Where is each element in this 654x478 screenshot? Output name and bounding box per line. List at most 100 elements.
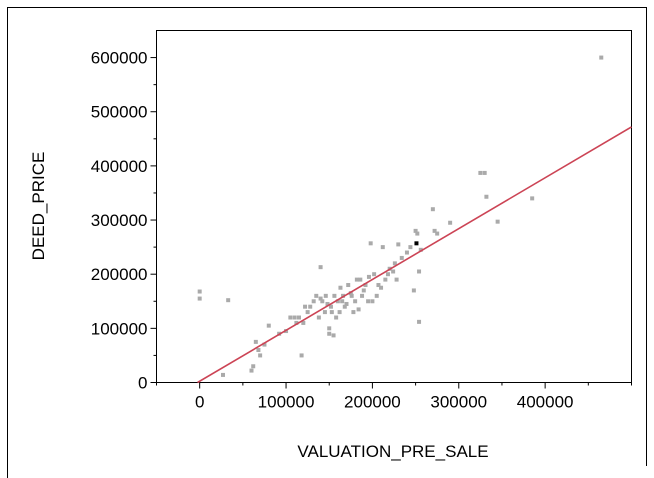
data-point (372, 272, 377, 277)
data-point (418, 247, 423, 252)
data-point (599, 55, 604, 60)
data-point (391, 269, 396, 274)
data-point (341, 293, 346, 298)
data-point (320, 299, 325, 304)
data-point (413, 228, 418, 233)
data-point (338, 285, 343, 290)
data-point (322, 310, 327, 315)
data-point (294, 320, 299, 325)
data-point (292, 315, 297, 320)
x-tick-label: 400000 (517, 393, 574, 412)
data-point (361, 288, 366, 293)
data-point (354, 277, 359, 282)
data-point (432, 228, 437, 233)
data-point (226, 298, 231, 303)
data-point (358, 277, 363, 282)
data-point (363, 283, 368, 288)
regression-line (197, 126, 632, 384)
y-tick-label: 400000 (91, 157, 148, 176)
data-point (340, 299, 345, 304)
data-point (482, 170, 487, 175)
x-tick-label: 0 (195, 393, 204, 412)
data-point (318, 296, 323, 301)
data-point (197, 296, 202, 301)
data-point (411, 288, 416, 293)
data-point (251, 364, 256, 369)
data-point (385, 272, 390, 277)
data-point (417, 269, 422, 274)
data-point (344, 301, 349, 306)
plot-area (156, 30, 632, 383)
data-point (327, 326, 332, 331)
data-point (328, 304, 333, 309)
data-point (256, 348, 261, 353)
data-point (221, 372, 225, 377)
y-axis: 0 100000 200000 300000 400000 500000 600000 (91, 49, 157, 393)
data-point (351, 310, 356, 315)
data-point (266, 323, 271, 328)
data-point (253, 339, 258, 344)
data-point (495, 219, 500, 224)
data-point (415, 231, 420, 236)
x-tick-label: 100000 (258, 393, 315, 412)
data-point (308, 304, 313, 309)
data-point (297, 315, 301, 320)
data-point (346, 283, 351, 288)
data-point (325, 301, 330, 306)
data-point (379, 285, 384, 290)
data-point (360, 293, 365, 298)
y-axis-title: DEED_PRICE (29, 152, 48, 261)
data-point (332, 293, 337, 298)
data-point (262, 342, 267, 347)
data-point (314, 293, 319, 298)
data-point (323, 293, 328, 298)
data-point (484, 194, 489, 199)
data-point (197, 289, 202, 294)
data-point (334, 315, 339, 320)
data-point (368, 241, 373, 246)
data-point (370, 299, 375, 304)
data-point (249, 368, 254, 373)
data-point (430, 207, 435, 212)
data-point (342, 304, 347, 309)
data-point (258, 353, 263, 358)
data-point (316, 315, 321, 320)
data-point (392, 261, 397, 266)
data-point (396, 242, 401, 247)
y-tick-label: 100000 (91, 319, 148, 338)
data-point (329, 310, 334, 315)
data-point (318, 265, 323, 270)
data-point (399, 255, 404, 260)
data-point (353, 299, 358, 304)
data-point (349, 293, 354, 298)
data-point (335, 299, 340, 304)
data-point (394, 277, 399, 282)
data-point (348, 291, 353, 296)
data-point (376, 283, 381, 288)
data-point (299, 353, 304, 358)
y-tick-label: 300000 (91, 211, 148, 230)
data-point (380, 245, 385, 250)
highlighted-data-point (414, 241, 419, 246)
data-point (366, 274, 371, 279)
data-point (383, 277, 388, 282)
data-point (530, 196, 535, 201)
x-tick-label: 300000 (430, 393, 487, 412)
x-axis: 0 100000 200000 300000 400000 (156, 382, 632, 412)
data-point (478, 170, 483, 175)
data-point (374, 293, 379, 298)
y-tick-label: 500000 (91, 103, 148, 122)
data-point (331, 333, 336, 338)
data-point (366, 299, 371, 304)
x-axis-title: VALUATION_PRE_SALE (297, 442, 488, 461)
outer-frame (7, 7, 647, 478)
data-point (448, 220, 453, 225)
data-point (337, 310, 342, 315)
y-tick-label: 0 (138, 374, 147, 393)
data-point (305, 310, 310, 315)
data-point (288, 315, 293, 320)
data-point (356, 307, 361, 312)
y-tick-label: 600000 (91, 49, 148, 68)
data-point (303, 304, 308, 309)
